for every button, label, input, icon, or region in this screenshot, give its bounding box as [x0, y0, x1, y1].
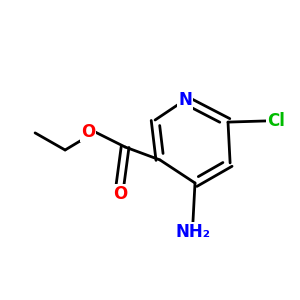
Text: O: O: [113, 185, 127, 203]
Text: Cl: Cl: [267, 112, 285, 130]
Text: N: N: [178, 91, 192, 109]
Text: NH₂: NH₂: [176, 223, 210, 241]
Text: O: O: [81, 123, 95, 141]
